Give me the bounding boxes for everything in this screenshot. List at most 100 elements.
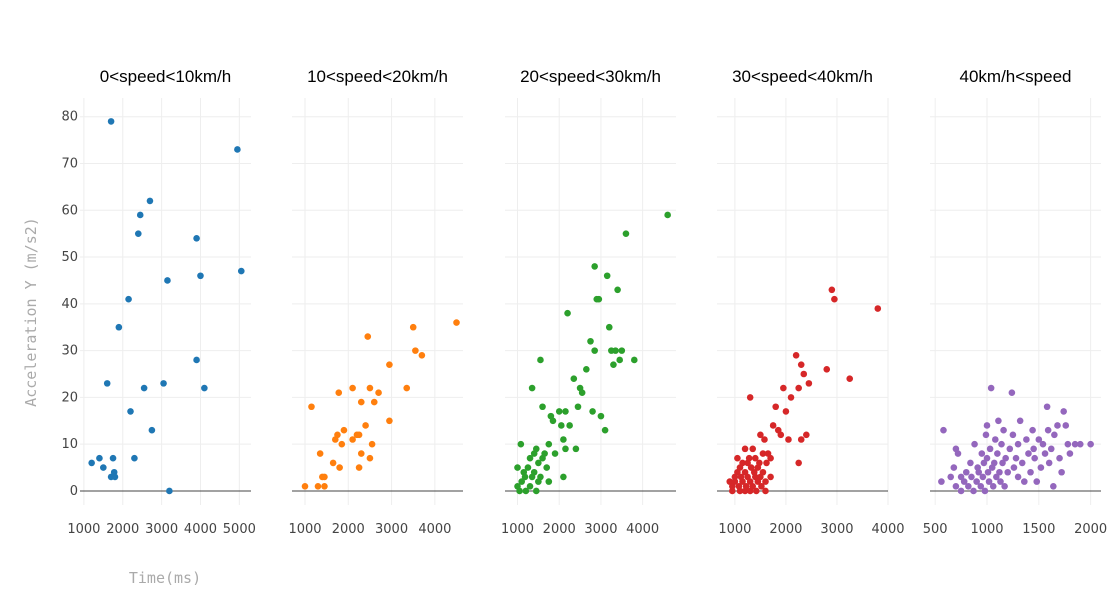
data-point [134, 230, 142, 237]
data-point [514, 464, 521, 471]
data-point [109, 454, 117, 462]
data-point [610, 361, 617, 368]
data-point [570, 375, 578, 382]
data-point [1039, 440, 1047, 448]
x-tick-label: 4000 [626, 522, 659, 537]
data-point [759, 450, 767, 457]
data-point [767, 473, 774, 481]
data-point [999, 459, 1006, 467]
y-tick-label: 60 [61, 203, 78, 218]
x-tick-label: 3000 [584, 522, 617, 537]
data-point [777, 431, 785, 439]
data-point [616, 356, 623, 364]
data-point [973, 478, 980, 485]
data-point [1021, 478, 1028, 485]
data-point [797, 436, 805, 443]
data-point [986, 445, 994, 453]
data-point [1076, 440, 1084, 448]
data-point [952, 482, 960, 490]
data-point [757, 431, 764, 439]
data-point [729, 487, 736, 495]
x-tick-label: 4000 [871, 522, 904, 537]
data-point [375, 389, 382, 397]
data-point [736, 487, 744, 495]
x-tick-label: 2000 [332, 522, 365, 537]
data-point [545, 478, 553, 485]
data-point [805, 380, 813, 387]
data-point [100, 464, 107, 471]
data-point [971, 440, 978, 448]
data-point [1060, 408, 1067, 415]
data-point [560, 436, 567, 443]
panel-4: 1000 2000 3000 4000 30<speed<40km/h [717, 67, 905, 537]
data-point [537, 473, 544, 481]
data-point [532, 487, 540, 495]
data-point [418, 351, 426, 359]
data-point [140, 384, 148, 392]
data-point [409, 323, 417, 331]
data-point [995, 417, 1002, 425]
data-point [1054, 422, 1061, 429]
data-point [758, 482, 765, 490]
data-point [1014, 473, 1022, 481]
data-point [803, 431, 810, 439]
data-point [1002, 454, 1009, 462]
data-point [1025, 450, 1032, 457]
data-point [572, 445, 580, 453]
data-point [386, 417, 393, 425]
x-tick-label: 4000 [184, 522, 217, 537]
x-tick-label: 1000 [970, 522, 1003, 537]
data-point [1051, 431, 1058, 439]
data-point [734, 454, 741, 462]
data-point [998, 440, 1005, 448]
data-point [994, 450, 1001, 457]
data-point [1023, 436, 1030, 443]
data-point [763, 459, 770, 467]
data-point [797, 361, 805, 368]
data-point [980, 459, 988, 467]
x-tick-label: 1500 [1022, 522, 1055, 537]
data-point [551, 450, 559, 457]
data-point [164, 277, 171, 284]
y-tick-label: 50 [61, 250, 78, 265]
data-point [622, 230, 630, 237]
data-point [403, 384, 411, 392]
panel-title: 20<speed<30km/h [520, 67, 661, 86]
data-point [603, 272, 611, 280]
x-tick-label: 2000 [543, 522, 576, 537]
panel-5: 500 1000 1500 2000 40km/h<speed [923, 67, 1107, 537]
data-point [338, 440, 346, 448]
data-point [749, 445, 757, 453]
data-point [1016, 417, 1024, 425]
data-point [970, 487, 977, 495]
data-point [1004, 468, 1012, 476]
y-tick-label: 70 [61, 156, 78, 171]
data-point [146, 197, 154, 205]
data-point [516, 487, 523, 495]
data-point [1018, 459, 1026, 467]
data-point [193, 235, 200, 242]
x-tick-label: 1000 [67, 522, 100, 537]
data-point [993, 473, 1000, 481]
data-point [357, 450, 365, 457]
data-point [831, 295, 838, 303]
x-tick-label: 3000 [375, 522, 408, 537]
data-point [1035, 436, 1043, 443]
data-point [321, 482, 328, 490]
data-point [1010, 464, 1018, 471]
data-point [742, 482, 750, 490]
data-point [517, 440, 525, 448]
data-point [968, 473, 975, 481]
data-point [562, 445, 569, 453]
data-point [1064, 440, 1072, 448]
panel-title: 40km/h<speed [960, 67, 1072, 86]
data-point [983, 422, 991, 429]
data-point [749, 482, 757, 490]
data-point [524, 464, 532, 471]
data-point [334, 431, 341, 439]
data-point [308, 403, 315, 411]
data-point [111, 473, 119, 481]
data-point [989, 482, 997, 490]
